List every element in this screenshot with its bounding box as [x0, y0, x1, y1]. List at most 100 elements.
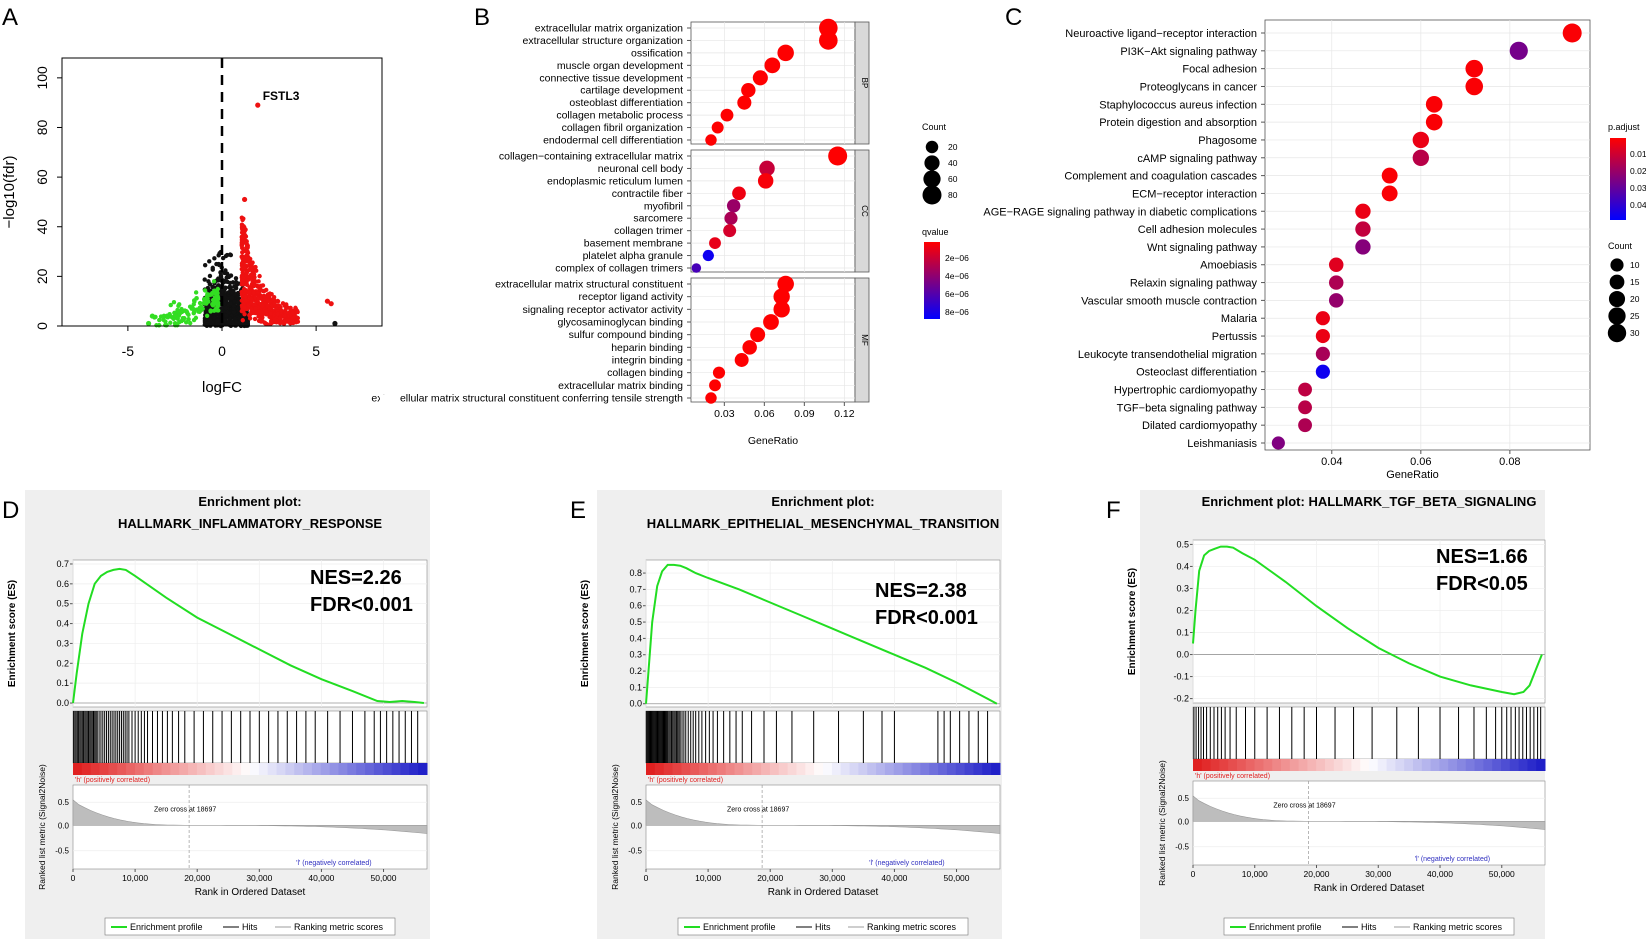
term-label: myofibril — [644, 200, 683, 212]
volcano-point — [205, 291, 210, 297]
volcano-point — [265, 293, 271, 299]
volcano-point — [290, 310, 295, 316]
rank-gradient-segment — [250, 763, 260, 775]
nes-value: NES=2.38 — [875, 580, 967, 602]
volcano-point — [277, 316, 283, 321]
es-y-tick-label: 0.0 — [1176, 650, 1189, 660]
rank-gradient-segment — [964, 763, 974, 775]
legend-count-title: Count — [1608, 241, 1633, 251]
facet-strip — [854, 21, 870, 145]
volcano-point — [216, 262, 222, 268]
legend-color-title: p.adjust — [1608, 122, 1640, 132]
volcano-point — [175, 309, 180, 314]
nes-value: NES=2.26 — [310, 567, 402, 589]
volcano-point — [232, 292, 238, 297]
volcano-point — [267, 306, 272, 311]
volcano-point — [226, 274, 231, 279]
legend-label: Hits — [242, 922, 258, 932]
rank-gradient-segment — [90, 763, 101, 775]
rank-gradient-segment — [681, 763, 691, 775]
volcano-point — [193, 315, 199, 321]
positive-label: 'h' (positively correlated) — [648, 777, 723, 784]
negative-label: 'l' (negatively correlated) — [1415, 856, 1490, 863]
es-y-tick-label: 0.4 — [1176, 561, 1189, 571]
term-label: Hypertrophic cardiomyopathy — [1114, 385, 1258, 397]
term-label: osteoblast differentiation — [569, 97, 683, 109]
volcano-highlight-point — [255, 102, 261, 108]
gsea-title-line2: HALLMARK_EPITHELIAL_MESENCHYMAL_TRANSITI… — [647, 516, 999, 531]
rank-gradient-segment — [1518, 759, 1528, 771]
legend-count-label: 30 — [1630, 328, 1640, 338]
panel-letter-f: F — [1106, 497, 1121, 524]
x-tick-label: 20,000 — [184, 873, 210, 883]
volcano-point — [161, 317, 166, 323]
legend-color-tick: 0.04 — [1630, 200, 1646, 210]
gsea-legend-box — [1223, 917, 1515, 936]
gsea-title-line1: Enrichment plot: HALLMARK_TGF_BETA_SIGNA… — [1202, 494, 1537, 509]
volcano-point — [259, 318, 264, 323]
volcano-point — [262, 288, 267, 294]
rank-gradient-segment — [849, 763, 859, 775]
facet-mf: MF extracellular matrix structural consti… — [371, 275, 870, 405]
rank-gradient-segment — [876, 763, 886, 775]
volcano-point — [248, 272, 254, 277]
es-y-tick-label: 0.0 — [629, 699, 642, 709]
volcano-point — [244, 241, 249, 246]
rank-gradient-segment — [170, 763, 180, 775]
es-y-tick-label: 0.6 — [56, 579, 69, 589]
volcano-points — [145, 102, 338, 329]
volcano-point — [295, 319, 301, 324]
x-axis-label: Rank in Ordered Dataset — [768, 887, 879, 898]
rank-gradient-segment — [320, 763, 331, 775]
x-tick-label: 0.03 — [714, 408, 735, 420]
legend-label: Hits — [1361, 922, 1377, 932]
term-label: Amoebiasis — [1200, 260, 1257, 272]
rank-gradient-segment — [725, 763, 735, 775]
volcano-point — [229, 289, 235, 295]
volcano-point — [243, 287, 248, 293]
rank-gradient-segment — [1289, 759, 1300, 771]
legend-count-dot — [922, 185, 942, 205]
volcano-point — [252, 282, 257, 288]
es-y-tick-label: 0.1 — [1176, 628, 1189, 638]
term-label: extracellular matrix structural constitu… — [371, 393, 683, 405]
volcano-point — [245, 256, 251, 261]
rank-gradient-segment — [108, 763, 118, 775]
volcano-point — [288, 307, 293, 312]
rank-gradient-segment — [1369, 759, 1379, 771]
term-label: endoplasmic reticulum lumen — [547, 175, 683, 187]
volcano-point — [192, 299, 197, 304]
y-tick-label: 100 — [34, 66, 50, 90]
x-tick-label: -5 — [122, 343, 135, 359]
volcano-point — [285, 318, 291, 323]
rank-gradient-segment — [285, 763, 295, 775]
rank-gradient-segment — [73, 763, 83, 775]
volcano-point — [249, 306, 254, 312]
rank-gradient-segment — [99, 763, 109, 775]
legend-color-tick: 0.03 — [1630, 183, 1646, 193]
y-axis-label: −log10(fdr) — [1, 156, 18, 229]
volcano-point — [271, 295, 277, 300]
term-label: receptor ligand activity — [579, 291, 684, 303]
es-y-tick-label: 0.1 — [629, 682, 642, 692]
volcano-highlight-point — [328, 301, 334, 307]
dot — [1298, 418, 1312, 433]
rank-gradient-segment — [778, 763, 789, 775]
dot — [757, 173, 774, 189]
fdr-value: FDR<0.001 — [310, 594, 413, 616]
dot — [709, 379, 721, 392]
metric-area — [72, 799, 428, 834]
rank-gradient-segment — [769, 763, 780, 775]
dot — [777, 44, 794, 62]
legend-count-dot — [925, 140, 939, 154]
rank-gradient-segment — [902, 763, 912, 775]
legend-count-label: 60 — [948, 174, 958, 184]
dot — [763, 314, 779, 330]
term-label: integrin binding — [612, 355, 683, 367]
rank-gradient-segment — [214, 763, 224, 775]
volcano-point — [210, 284, 215, 290]
rank-gradient-segment — [699, 763, 709, 775]
rank-gradient-segment — [1536, 759, 1546, 771]
rank-gradient-segment — [867, 763, 877, 775]
dot — [1425, 95, 1443, 113]
